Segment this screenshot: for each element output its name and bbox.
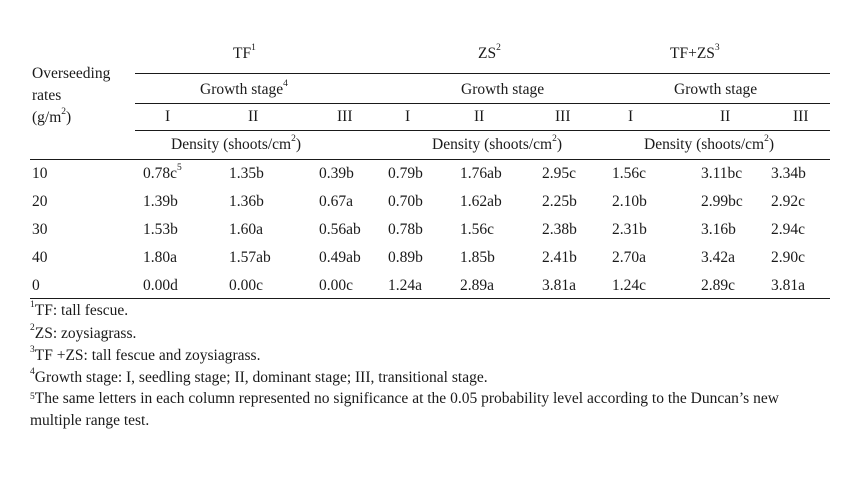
data-cell: 2.41b [542, 249, 577, 266]
data-cell: 1.62ab [460, 193, 502, 210]
data-cell: 3.11bc [701, 165, 743, 182]
data-cell: 3.42a [701, 249, 736, 266]
data-cell: 2.95c [542, 165, 577, 182]
data-cell: 1.56c [460, 221, 495, 238]
stage-label: III [793, 108, 809, 125]
data-cell: 0.78c5 [143, 163, 182, 182]
group-header-tf: TF1 [233, 43, 256, 62]
footnote: 2ZS: zoysiagrass. [30, 323, 137, 342]
data-cell: 0.79b [388, 165, 423, 182]
data-cell: 0.89b [388, 249, 423, 266]
data-cell: 2.89a [460, 277, 495, 294]
data-cell: 0.67a [319, 193, 354, 210]
data-cell: 0.78b [388, 221, 423, 238]
data-cell: 2.38b [542, 221, 577, 238]
stub-header-line3: (g/m2) [32, 107, 72, 126]
data-cell: 2.10b [612, 193, 647, 210]
stage-underline-rule [135, 103, 830, 104]
data-cell: 2.89c [701, 277, 736, 294]
rate-cell: 30 [32, 221, 48, 238]
data-cell: 1.39b [143, 193, 178, 210]
data-cell: 2.94c [771, 221, 806, 238]
stage-numeral-rule [135, 130, 830, 131]
data-cell: 1.36b [229, 193, 264, 210]
table-bottom-rule [30, 298, 830, 299]
data-cell: 3.81a [542, 277, 577, 294]
stub-header-line1: Overseeding [32, 65, 111, 82]
stage-label: II [474, 108, 485, 125]
data-cell: 1.85b [460, 249, 495, 266]
data-cell: 0.00c [229, 277, 264, 294]
data-cell: 0.70b [388, 193, 423, 210]
data-cell: 0.49ab [319, 249, 361, 266]
footnote: 1TF: tall fescue. [30, 300, 129, 319]
stage-label: I [628, 108, 634, 125]
data-cell: 3.34b [771, 165, 806, 182]
group-header-tfzs: TF+ZS3 [670, 43, 720, 62]
growth-stage-header-zs: Growth stage [461, 81, 545, 98]
stub-header-line2: rates [32, 87, 62, 104]
stage-label: I [405, 108, 411, 125]
growth-stage-header-tf: Growth stage4 [200, 79, 288, 98]
data-cell: 2.25b [542, 193, 577, 210]
data-cell: 1.24c [612, 277, 647, 294]
data-cell: 2.70a [612, 249, 647, 266]
stage-label: III [337, 108, 353, 125]
footnote: 5The same letters in each column represe… [30, 390, 779, 429]
data-cell: 1.35b [229, 165, 264, 182]
data-cell: 1.60a [229, 221, 264, 238]
data-cell: 0.39b [319, 165, 354, 182]
rate-cell: 40 [32, 249, 48, 266]
rate-cell: 20 [32, 193, 48, 210]
data-cell: 3.81a [771, 277, 806, 294]
data-cell: 2.92c [771, 193, 806, 210]
group-header-zs: ZS2 [478, 43, 501, 62]
rate-cell: 10 [32, 165, 48, 182]
data-cell: 1.24a [388, 277, 423, 294]
group-underline-rule [135, 73, 830, 74]
data-cell: 2.90c [771, 249, 806, 266]
growth-stage-header-tfzs: Growth stage [674, 81, 758, 98]
footnote: 4Growth stage: I, seedling stage; II, do… [30, 367, 488, 386]
data-cell: 1.56c [612, 165, 647, 182]
data-cell: 2.31b [612, 221, 647, 238]
data-cell: 3.16b [701, 221, 736, 238]
stage-label: II [720, 108, 731, 125]
stage-label: II [248, 108, 259, 125]
data-cell: 0.56ab [319, 221, 361, 238]
data-cell: 2.99bc [701, 193, 743, 210]
stage-label: I [165, 108, 171, 125]
stage-label: III [555, 108, 571, 125]
density-header-zs: Density (shoots/cm2) [432, 134, 563, 153]
data-cell: 1.76ab [460, 165, 502, 182]
data-cell: 0.00c [319, 277, 354, 294]
data-cell: 1.57ab [229, 249, 271, 266]
data-cell: 0.00d [143, 277, 178, 294]
rate-cell: 0 [32, 277, 40, 294]
data-cell: 1.53b [143, 221, 178, 238]
header-bottom-rule [30, 159, 830, 160]
data-cell: 1.80a [143, 249, 178, 266]
density-header-tfzs: Density (shoots/cm2) [644, 134, 775, 153]
footnote: 3TF +ZS: tall fescue and zoysiagrass. [30, 345, 261, 364]
density-header-tf: Density (shoots/cm2) [171, 134, 302, 153]
